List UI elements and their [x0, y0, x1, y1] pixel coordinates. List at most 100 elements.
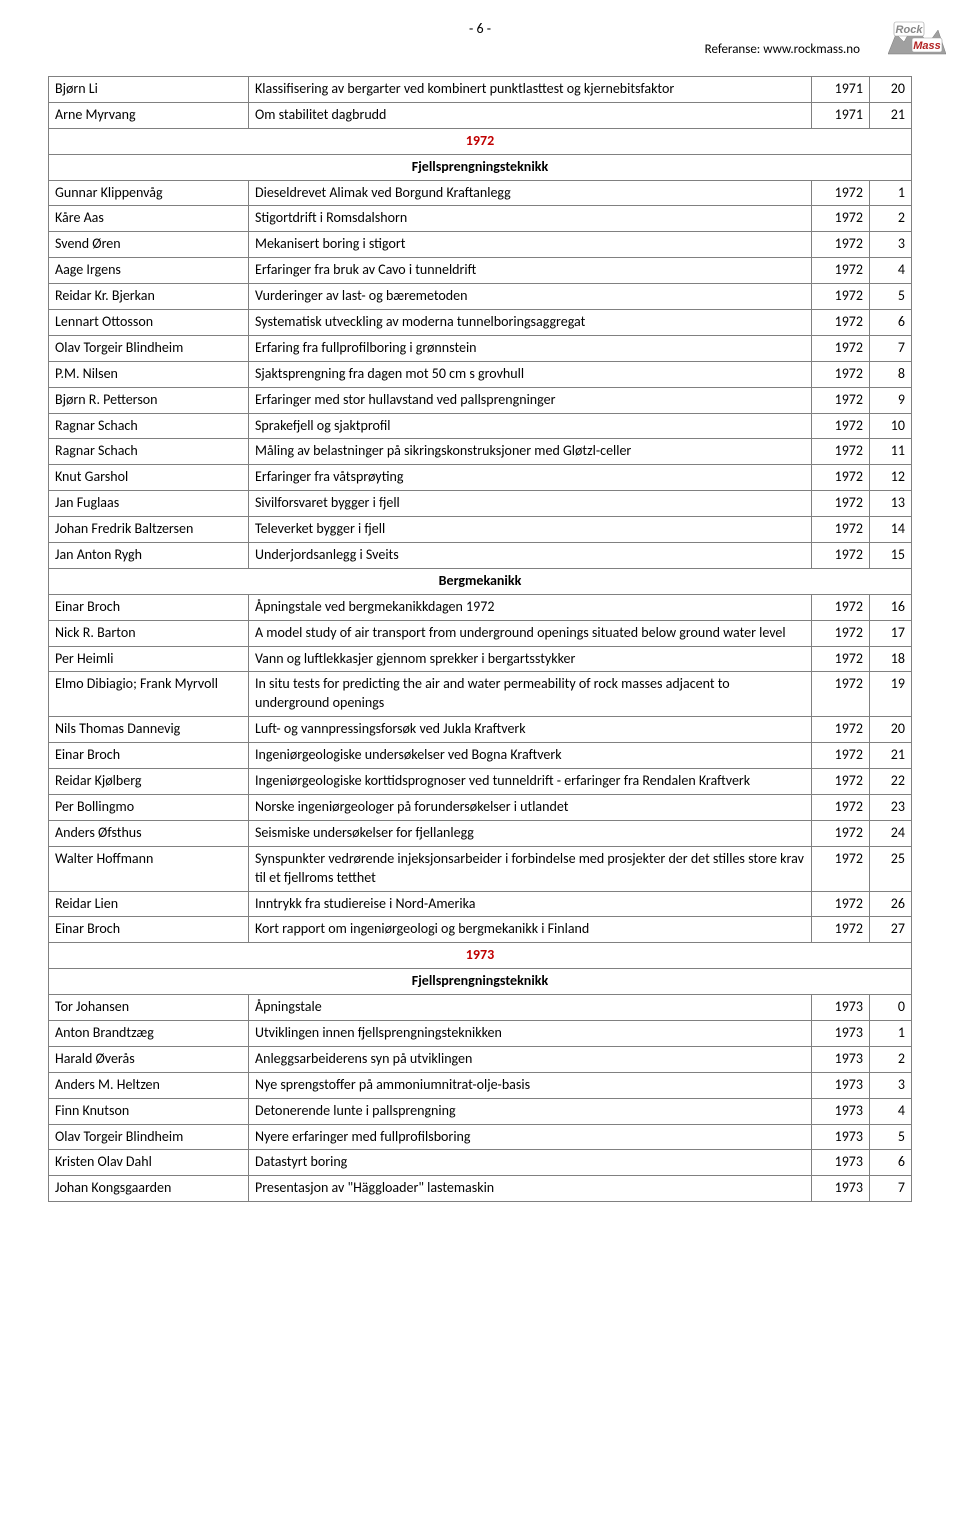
title-cell: Detonerende lunte i pallsprengning: [249, 1098, 812, 1124]
table-row: P.M. NilsenSjaktsprengning fra dagen mot…: [49, 361, 912, 387]
section-header: Fjellsprengningsteknikk: [49, 154, 912, 180]
title-cell: Om stabilitet dagbrudd: [249, 102, 812, 128]
author-cell: Johan Kongsgaarden: [49, 1176, 249, 1202]
title-cell: Utviklingen innen fjellsprengningsteknik…: [249, 1020, 812, 1046]
title-cell: Luft- og vannpressingsforsøk ved Jukla K…: [249, 717, 812, 743]
table-row: Ragnar SchachSprakefjell og sjaktprofil1…: [49, 413, 912, 439]
author-cell: Finn Knutson: [49, 1098, 249, 1124]
num-cell: 17: [870, 620, 912, 646]
year-cell: 1972: [812, 743, 870, 769]
author-cell: Reidar Kjølberg: [49, 769, 249, 795]
author-cell: Anders Øfsthus: [49, 820, 249, 846]
author-cell: Kristen Olav Dahl: [49, 1150, 249, 1176]
author-cell: Olav Torgeir Blindheim: [49, 335, 249, 361]
table-row: Kåre AasStigortdrift i Romsdalshorn19722: [49, 206, 912, 232]
num-cell: 21: [870, 102, 912, 128]
table-row: Aage IrgensErfaringer fra bruk av Cavo i…: [49, 258, 912, 284]
table-row: Nils Thomas DannevigLuft- og vannpressin…: [49, 717, 912, 743]
num-cell: 0: [870, 995, 912, 1021]
title-cell: Åpningstale: [249, 995, 812, 1021]
num-cell: 22: [870, 769, 912, 795]
num-cell: 27: [870, 917, 912, 943]
num-cell: 6: [870, 1150, 912, 1176]
num-cell: 7: [870, 1176, 912, 1202]
num-cell: 16: [870, 594, 912, 620]
table-row: Johan Fredrik BaltzersenTeleverket bygge…: [49, 517, 912, 543]
author-cell: Bjørn Li: [49, 77, 249, 103]
table-row: Reidar KjølbergIngeniørgeologiske kortti…: [49, 769, 912, 795]
num-cell: 25: [870, 846, 912, 891]
year-cell: 1972: [812, 891, 870, 917]
title-cell: Underjordsanlegg i Sveits: [249, 543, 812, 569]
year-cell: 1972: [812, 491, 870, 517]
logo-mass-text: Mass: [913, 40, 941, 52]
table-row: 1973: [49, 943, 912, 969]
title-cell: Erfaringer fra bruk av Cavo i tunneldrif…: [249, 258, 812, 284]
title-cell: Stigortdrift i Romsdalshorn: [249, 206, 812, 232]
num-cell: 11: [870, 439, 912, 465]
year-cell: 1973: [812, 1046, 870, 1072]
year-cell: 1973: [812, 1020, 870, 1046]
author-cell: Walter Hoffmann: [49, 846, 249, 891]
table-row: Finn KnutsonDetonerende lunte i pallspre…: [49, 1098, 912, 1124]
year-cell: 1972: [812, 594, 870, 620]
title-cell: Vann og luftlekkasjer gjennom sprekker i…: [249, 646, 812, 672]
year-cell: 1972: [812, 517, 870, 543]
num-cell: 5: [870, 284, 912, 310]
title-cell: Klassifisering av bergarter ved kombiner…: [249, 77, 812, 103]
year-cell: 1973: [812, 1098, 870, 1124]
author-cell: Nils Thomas Dannevig: [49, 717, 249, 743]
table-row: Knut GarsholErfaringer fra våtsprøyting1…: [49, 465, 912, 491]
table-row: Reidar Kr. BjerkanVurderinger av last- o…: [49, 284, 912, 310]
author-cell: Johan Fredrik Baltzersen: [49, 517, 249, 543]
year-cell: 1972: [812, 258, 870, 284]
table-row: Olav Torgeir BlindheimErfaring fra fullp…: [49, 335, 912, 361]
title-cell: Norske ingeniørgeologer på forundersøkel…: [249, 794, 812, 820]
year-cell: 1972: [812, 917, 870, 943]
table-row: Einar BrochKort rapport om ingeniørgeolo…: [49, 917, 912, 943]
year-cell: 1972: [812, 820, 870, 846]
num-cell: 13: [870, 491, 912, 517]
num-cell: 21: [870, 743, 912, 769]
author-cell: Ragnar Schach: [49, 413, 249, 439]
title-cell: In situ tests for predicting the air and…: [249, 672, 812, 717]
title-cell: Mekanisert boring i stigort: [249, 232, 812, 258]
title-cell: Åpningstale ved bergmekanikkdagen 1972: [249, 594, 812, 620]
author-cell: Aage Irgens: [49, 258, 249, 284]
logo-rock-text: Rock: [896, 24, 924, 36]
title-cell: Sivilforsvaret bygger i fjell: [249, 491, 812, 517]
year-cell: 1972: [812, 206, 870, 232]
table-row: Per BollingmoNorske ingeniørgeologer på …: [49, 794, 912, 820]
author-cell: Anders M. Heltzen: [49, 1072, 249, 1098]
year-cell: 1973: [812, 1072, 870, 1098]
year-cell: 1972: [812, 620, 870, 646]
table-row: Bjørn LiKlassifisering av bergarter ved …: [49, 77, 912, 103]
table-row: Kristen Olav DahlDatastyrt boring19736: [49, 1150, 912, 1176]
author-cell: Jan Fuglaas: [49, 491, 249, 517]
title-cell: Kort rapport om ingeniørgeologi og bergm…: [249, 917, 812, 943]
title-cell: Ingeniørgeologiske korttidsprognoser ved…: [249, 769, 812, 795]
table-row: Fjellsprengningsteknikk: [49, 969, 912, 995]
rockmass-logo: Rock Mass: [888, 16, 946, 56]
author-cell: Einar Broch: [49, 917, 249, 943]
table-row: Jan Anton RyghUnderjordsanlegg i Sveits1…: [49, 543, 912, 569]
title-cell: Måling av belastninger på sikringskonstr…: [249, 439, 812, 465]
num-cell: 9: [870, 387, 912, 413]
num-cell: 3: [870, 232, 912, 258]
num-cell: 1: [870, 180, 912, 206]
year-cell: 1972: [812, 361, 870, 387]
table-row: Anders ØfsthusSeismiske undersøkelser fo…: [49, 820, 912, 846]
num-cell: 18: [870, 646, 912, 672]
year-cell: 1972: [812, 769, 870, 795]
author-cell: Arne Myrvang: [49, 102, 249, 128]
year-cell: 1971: [812, 102, 870, 128]
author-cell: Harald Øverås: [49, 1046, 249, 1072]
author-cell: Kåre Aas: [49, 206, 249, 232]
table-row: Bjørn R. PettersonErfaringer med stor hu…: [49, 387, 912, 413]
num-cell: 5: [870, 1124, 912, 1150]
num-cell: 23: [870, 794, 912, 820]
num-cell: 19: [870, 672, 912, 717]
num-cell: 12: [870, 465, 912, 491]
table-row: 1972: [49, 128, 912, 154]
num-cell: 2: [870, 1046, 912, 1072]
